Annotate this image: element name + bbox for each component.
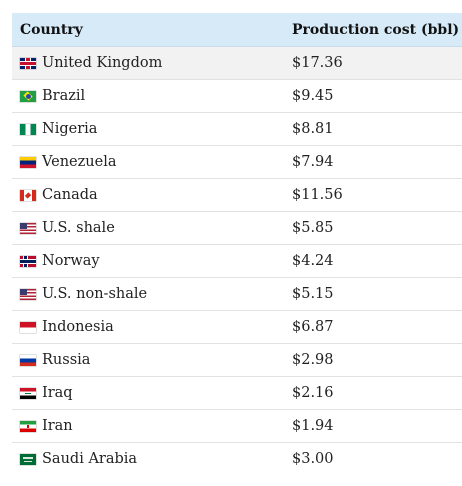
flag-nigeria-icon — [20, 123, 36, 135]
table-row: Saudi Arabia $3.00 — [12, 443, 462, 475]
country-cell: Canada — [12, 187, 284, 203]
flag-iraq-icon — [20, 387, 36, 399]
production-cost-cell: $3.00 — [292, 451, 334, 467]
production-cost-cell: $7.94 — [292, 154, 334, 170]
country-name: Venezuela — [42, 154, 117, 170]
table-row: Iraq $2.16 — [12, 377, 462, 410]
flag-russia-icon — [20, 354, 36, 366]
flag-brazil-icon — [20, 90, 36, 102]
country-name: Brazil — [42, 88, 86, 104]
production-cost-cell: $5.85 — [292, 220, 334, 236]
flag-canada-icon — [20, 189, 36, 201]
table-row: U.S. non-shale $5.15 — [12, 278, 462, 311]
country-cell: Iran — [12, 418, 284, 434]
flag-us-icon — [20, 222, 36, 234]
country-name: Norway — [42, 253, 100, 269]
flag-saudi-arabia-icon — [20, 453, 36, 465]
country-cell: Brazil — [12, 88, 284, 104]
country-cell: Iraq — [12, 385, 284, 401]
table-header-row: Country Production cost (bbl) — [12, 13, 462, 47]
table-row: Norway $4.24 — [12, 245, 462, 278]
country-cell: U.S. shale — [12, 220, 284, 236]
country-name: Russia — [42, 352, 91, 368]
column-header-country: Country — [20, 21, 83, 38]
table-row: Indonesia $6.87 — [12, 311, 462, 344]
country-name: Iran — [42, 418, 73, 434]
column-header-production-cost: Production cost (bbl) — [292, 21, 460, 38]
country-cell: Russia — [12, 352, 284, 368]
flag-iran-icon — [20, 420, 36, 432]
production-cost-cell: $8.81 — [292, 121, 334, 137]
production-cost-cell: $4.24 — [292, 253, 334, 269]
production-cost-cell: $6.87 — [292, 319, 334, 335]
country-cell: Indonesia — [12, 319, 284, 335]
flag-venezuela-icon — [20, 156, 36, 168]
production-cost-cell: $1.94 — [292, 418, 334, 434]
country-cell: Saudi Arabia — [12, 451, 284, 467]
country-cell: United Kingdom — [12, 55, 284, 71]
table-row: U.S. shale $5.85 — [12, 212, 462, 245]
flag-norway-icon — [20, 255, 36, 267]
country-name: U.S. non-shale — [42, 286, 148, 302]
country-cell: Nigeria — [12, 121, 284, 137]
flag-uk-icon — [20, 57, 36, 69]
table-row: Canada $11.56 — [12, 179, 462, 212]
table-row: Iran $1.94 — [12, 410, 462, 443]
country-name: United Kingdom — [42, 55, 163, 71]
table-row: Brazil $9.45 — [12, 80, 462, 113]
country-name: Iraq — [42, 385, 73, 401]
production-cost-table: Country Production cost (bbl) United Kin… — [12, 13, 462, 475]
flag-us-icon — [20, 288, 36, 300]
production-cost-cell: $9.45 — [292, 88, 334, 104]
table-row: Venezuela $7.94 — [12, 146, 462, 179]
production-cost-cell: $11.56 — [292, 187, 343, 203]
table-row: United Kingdom $17.36 — [12, 47, 462, 80]
flag-indonesia-icon — [20, 321, 36, 333]
production-cost-cell: $2.16 — [292, 385, 334, 401]
country-cell: Norway — [12, 253, 284, 269]
table-row: Russia $2.98 — [12, 344, 462, 377]
country-name: Saudi Arabia — [42, 451, 138, 467]
country-cell: U.S. non-shale — [12, 286, 284, 302]
production-cost-cell: $5.15 — [292, 286, 334, 302]
country-cell: Venezuela — [12, 154, 284, 170]
country-name: Canada — [42, 187, 98, 203]
country-name: Indonesia — [42, 319, 114, 335]
country-name: U.S. shale — [42, 220, 115, 236]
production-cost-cell: $2.98 — [292, 352, 334, 368]
production-cost-cell: $17.36 — [292, 55, 343, 71]
table-row: Nigeria $8.81 — [12, 113, 462, 146]
country-name: Nigeria — [42, 121, 98, 137]
